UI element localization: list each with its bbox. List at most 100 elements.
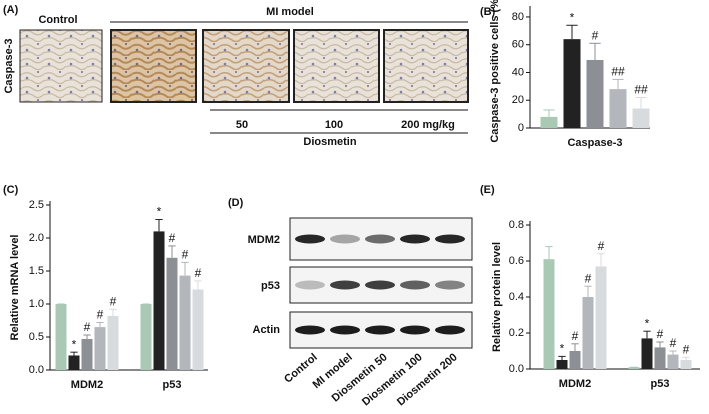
bar bbox=[94, 327, 106, 370]
x-tick-label: Caspase-3 bbox=[567, 137, 622, 149]
significance-mark: # bbox=[572, 329, 579, 343]
blot-band bbox=[330, 325, 360, 335]
significance-mark: # bbox=[182, 248, 189, 262]
blot-band bbox=[435, 280, 465, 290]
bar bbox=[107, 315, 119, 370]
y-tick-label: 20 bbox=[512, 94, 524, 106]
significance-mark: # bbox=[97, 308, 104, 322]
bar bbox=[609, 89, 627, 128]
y-tick-label: 0.4 bbox=[509, 291, 524, 303]
y-tick-label: 2.5 bbox=[29, 199, 44, 211]
blot-band bbox=[400, 325, 430, 335]
panel-label: (D) bbox=[228, 197, 244, 209]
bar bbox=[680, 360, 692, 369]
x-tick-label: p53 bbox=[163, 379, 182, 391]
blot-band bbox=[365, 325, 395, 335]
y-tick-label: 0.0 bbox=[509, 363, 524, 375]
significance-mark: # bbox=[585, 271, 592, 285]
panel-label: (C) bbox=[3, 184, 19, 196]
significance-mark: * bbox=[157, 205, 162, 219]
bar bbox=[81, 338, 93, 370]
group-label: MI model bbox=[266, 6, 314, 18]
significance-mark: * bbox=[645, 316, 650, 330]
row-label: p53 bbox=[261, 280, 280, 292]
y-tick-label: 0.8 bbox=[509, 219, 524, 231]
y-axis-label: Relative mRNA level bbox=[9, 235, 21, 341]
bar bbox=[628, 367, 640, 369]
bar bbox=[667, 354, 679, 369]
y-tick-label: 1.0 bbox=[29, 298, 44, 310]
blot-band bbox=[435, 325, 465, 335]
dose-label: 100 bbox=[325, 119, 343, 131]
y-tick-label: 0.5 bbox=[29, 331, 44, 343]
significance-mark: ## bbox=[634, 83, 648, 97]
significance-mark: # bbox=[195, 266, 202, 280]
bar bbox=[153, 231, 165, 370]
significance-mark: * bbox=[570, 10, 575, 24]
y-tick-label: 0.6 bbox=[509, 255, 524, 267]
dose-label: 50 bbox=[236, 119, 248, 131]
blot-band bbox=[435, 234, 465, 244]
dose-label: 200 mg/kg bbox=[401, 119, 455, 131]
bar bbox=[540, 116, 558, 128]
y-tick-label: 1.5 bbox=[29, 265, 44, 277]
blot-band bbox=[330, 234, 360, 244]
significance-mark: # bbox=[657, 327, 664, 341]
y-tick-label: 0 bbox=[518, 122, 524, 134]
micrograph bbox=[293, 29, 380, 103]
significance-mark: # bbox=[598, 239, 605, 253]
significance-mark: # bbox=[84, 320, 91, 334]
micrograph bbox=[202, 29, 290, 103]
y-axis-label: Relative protein level bbox=[491, 242, 503, 352]
panel-label: (A) bbox=[3, 4, 19, 16]
micrograph bbox=[383, 29, 469, 103]
bar bbox=[641, 338, 653, 369]
bar bbox=[166, 257, 178, 370]
significance-mark: # bbox=[683, 342, 690, 356]
lane-label: Diosmetin 200 bbox=[395, 351, 460, 408]
row-label: Caspase-3 bbox=[3, 38, 15, 93]
bar bbox=[556, 360, 568, 369]
micrograph bbox=[19, 29, 103, 103]
x-tick-label: p53 bbox=[651, 378, 670, 390]
row-label: Actin bbox=[253, 324, 281, 336]
bar bbox=[586, 59, 604, 128]
y-tick-label: 2.0 bbox=[29, 232, 44, 244]
y-tick-label: 80 bbox=[512, 11, 524, 23]
significance-mark: # bbox=[592, 28, 599, 42]
panel-a: (A) Control MI model Caspase-3 50 100 20… bbox=[3, 4, 469, 148]
panel-label: (B) bbox=[480, 6, 496, 18]
blot-band bbox=[295, 234, 325, 244]
bar bbox=[654, 347, 666, 369]
significance-mark: # bbox=[670, 336, 677, 350]
blot-band bbox=[365, 234, 395, 244]
treatment-label: Diosmetin bbox=[303, 136, 356, 148]
bar bbox=[632, 108, 650, 128]
bar bbox=[569, 351, 581, 369]
y-tick-label: 0.2 bbox=[509, 327, 524, 339]
group-label: Control bbox=[38, 14, 77, 26]
row-label: MDM2 bbox=[248, 234, 280, 246]
bar bbox=[192, 289, 204, 370]
bar bbox=[140, 304, 152, 370]
y-axis-label: Caspase-3 positive cells (%) bbox=[489, 0, 501, 143]
blot-band bbox=[295, 280, 325, 290]
significance-mark: # bbox=[110, 294, 117, 308]
bar bbox=[68, 355, 80, 370]
bar bbox=[595, 266, 607, 369]
blot-band bbox=[295, 325, 325, 335]
significance-mark: * bbox=[560, 342, 565, 356]
bar bbox=[563, 39, 581, 129]
panel-label: (E) bbox=[480, 184, 495, 196]
significance-mark: # bbox=[169, 231, 176, 245]
x-tick-label: MDM2 bbox=[559, 378, 591, 390]
blot-band bbox=[400, 280, 430, 290]
micrograph bbox=[110, 29, 197, 103]
bar bbox=[55, 304, 67, 370]
x-tick-label: MDM2 bbox=[71, 379, 103, 391]
y-tick-label: 40 bbox=[512, 66, 524, 78]
y-tick-label: 60 bbox=[512, 39, 524, 51]
bar bbox=[582, 297, 594, 369]
